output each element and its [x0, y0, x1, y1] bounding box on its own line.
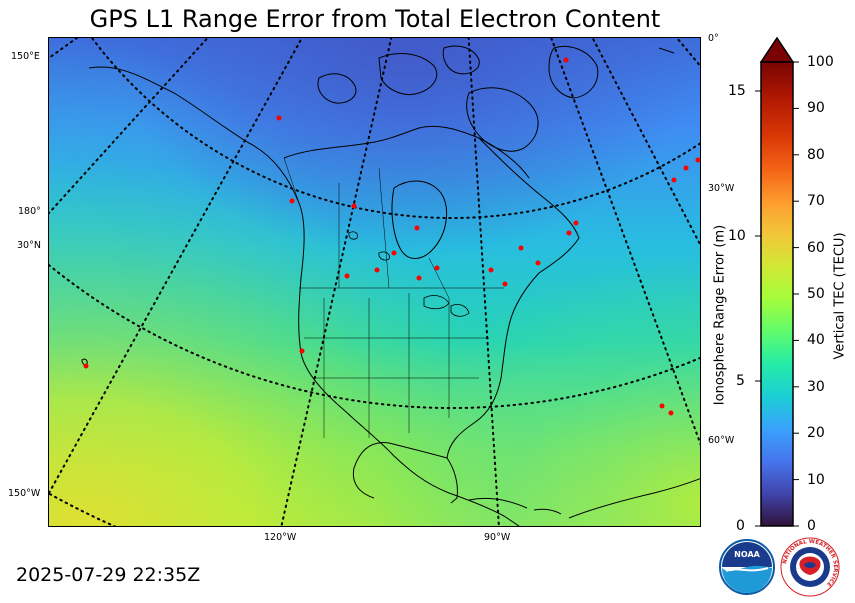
graticule-label-180: 180° [18, 206, 41, 217]
range-tick-5: 5 [736, 373, 745, 389]
tec-map-canvas [49, 38, 700, 526]
graticule-label-0: 0° [708, 33, 719, 44]
tec-tick-30: 30 [807, 379, 825, 395]
lakes [348, 231, 470, 317]
graticule-label-30w: 30°W [708, 183, 735, 194]
tec-tick-50: 50 [807, 286, 825, 302]
noaa-logo: NOAA [719, 539, 775, 595]
colorbar [755, 36, 799, 527]
graticule-label-120w: 120°W [264, 532, 297, 543]
chart-title: GPS L1 Range Error from Total Electron C… [89, 5, 661, 33]
graticule-label-60w: 60°W [708, 435, 735, 446]
nws-logo: NATIONAL WEATHER SERVICE [780, 537, 840, 597]
coastlines [81, 45, 700, 526]
colorbar-bar [760, 61, 794, 527]
valid-time: 2025-07-29 22:35Z [16, 564, 201, 586]
tec-map [48, 37, 701, 527]
tec-tick-10: 10 [807, 472, 825, 488]
range-tick-10: 10 [728, 228, 746, 244]
tec-tick-40: 40 [807, 332, 825, 348]
tec-tick-90: 90 [807, 100, 825, 116]
graticule-label-30n: 30°N [17, 240, 41, 251]
range-tick-15: 15 [728, 83, 746, 99]
station-markers [83, 57, 700, 416]
graticule-label-150w: 150°W [8, 488, 41, 499]
tec-tick-60: 60 [807, 240, 825, 256]
tec-ticks [793, 61, 799, 527]
tec-tick-70: 70 [807, 193, 825, 209]
political-borders [283, 157, 504, 438]
graticule [49, 38, 700, 526]
tec-tick-100: 100 [807, 54, 834, 70]
tec-tick-0: 0 [807, 518, 816, 534]
svg-text:NOAA: NOAA [734, 550, 760, 559]
graticule-label-90w: 90°W [484, 532, 511, 543]
range-tick-0: 0 [736, 518, 745, 534]
tec-tick-20: 20 [807, 425, 825, 441]
tec-tick-80: 80 [807, 147, 825, 163]
graticule-label-150e: 150°E [11, 51, 40, 62]
colorbar-extend-arrow [759, 36, 795, 63]
range-ticks [755, 90, 761, 527]
